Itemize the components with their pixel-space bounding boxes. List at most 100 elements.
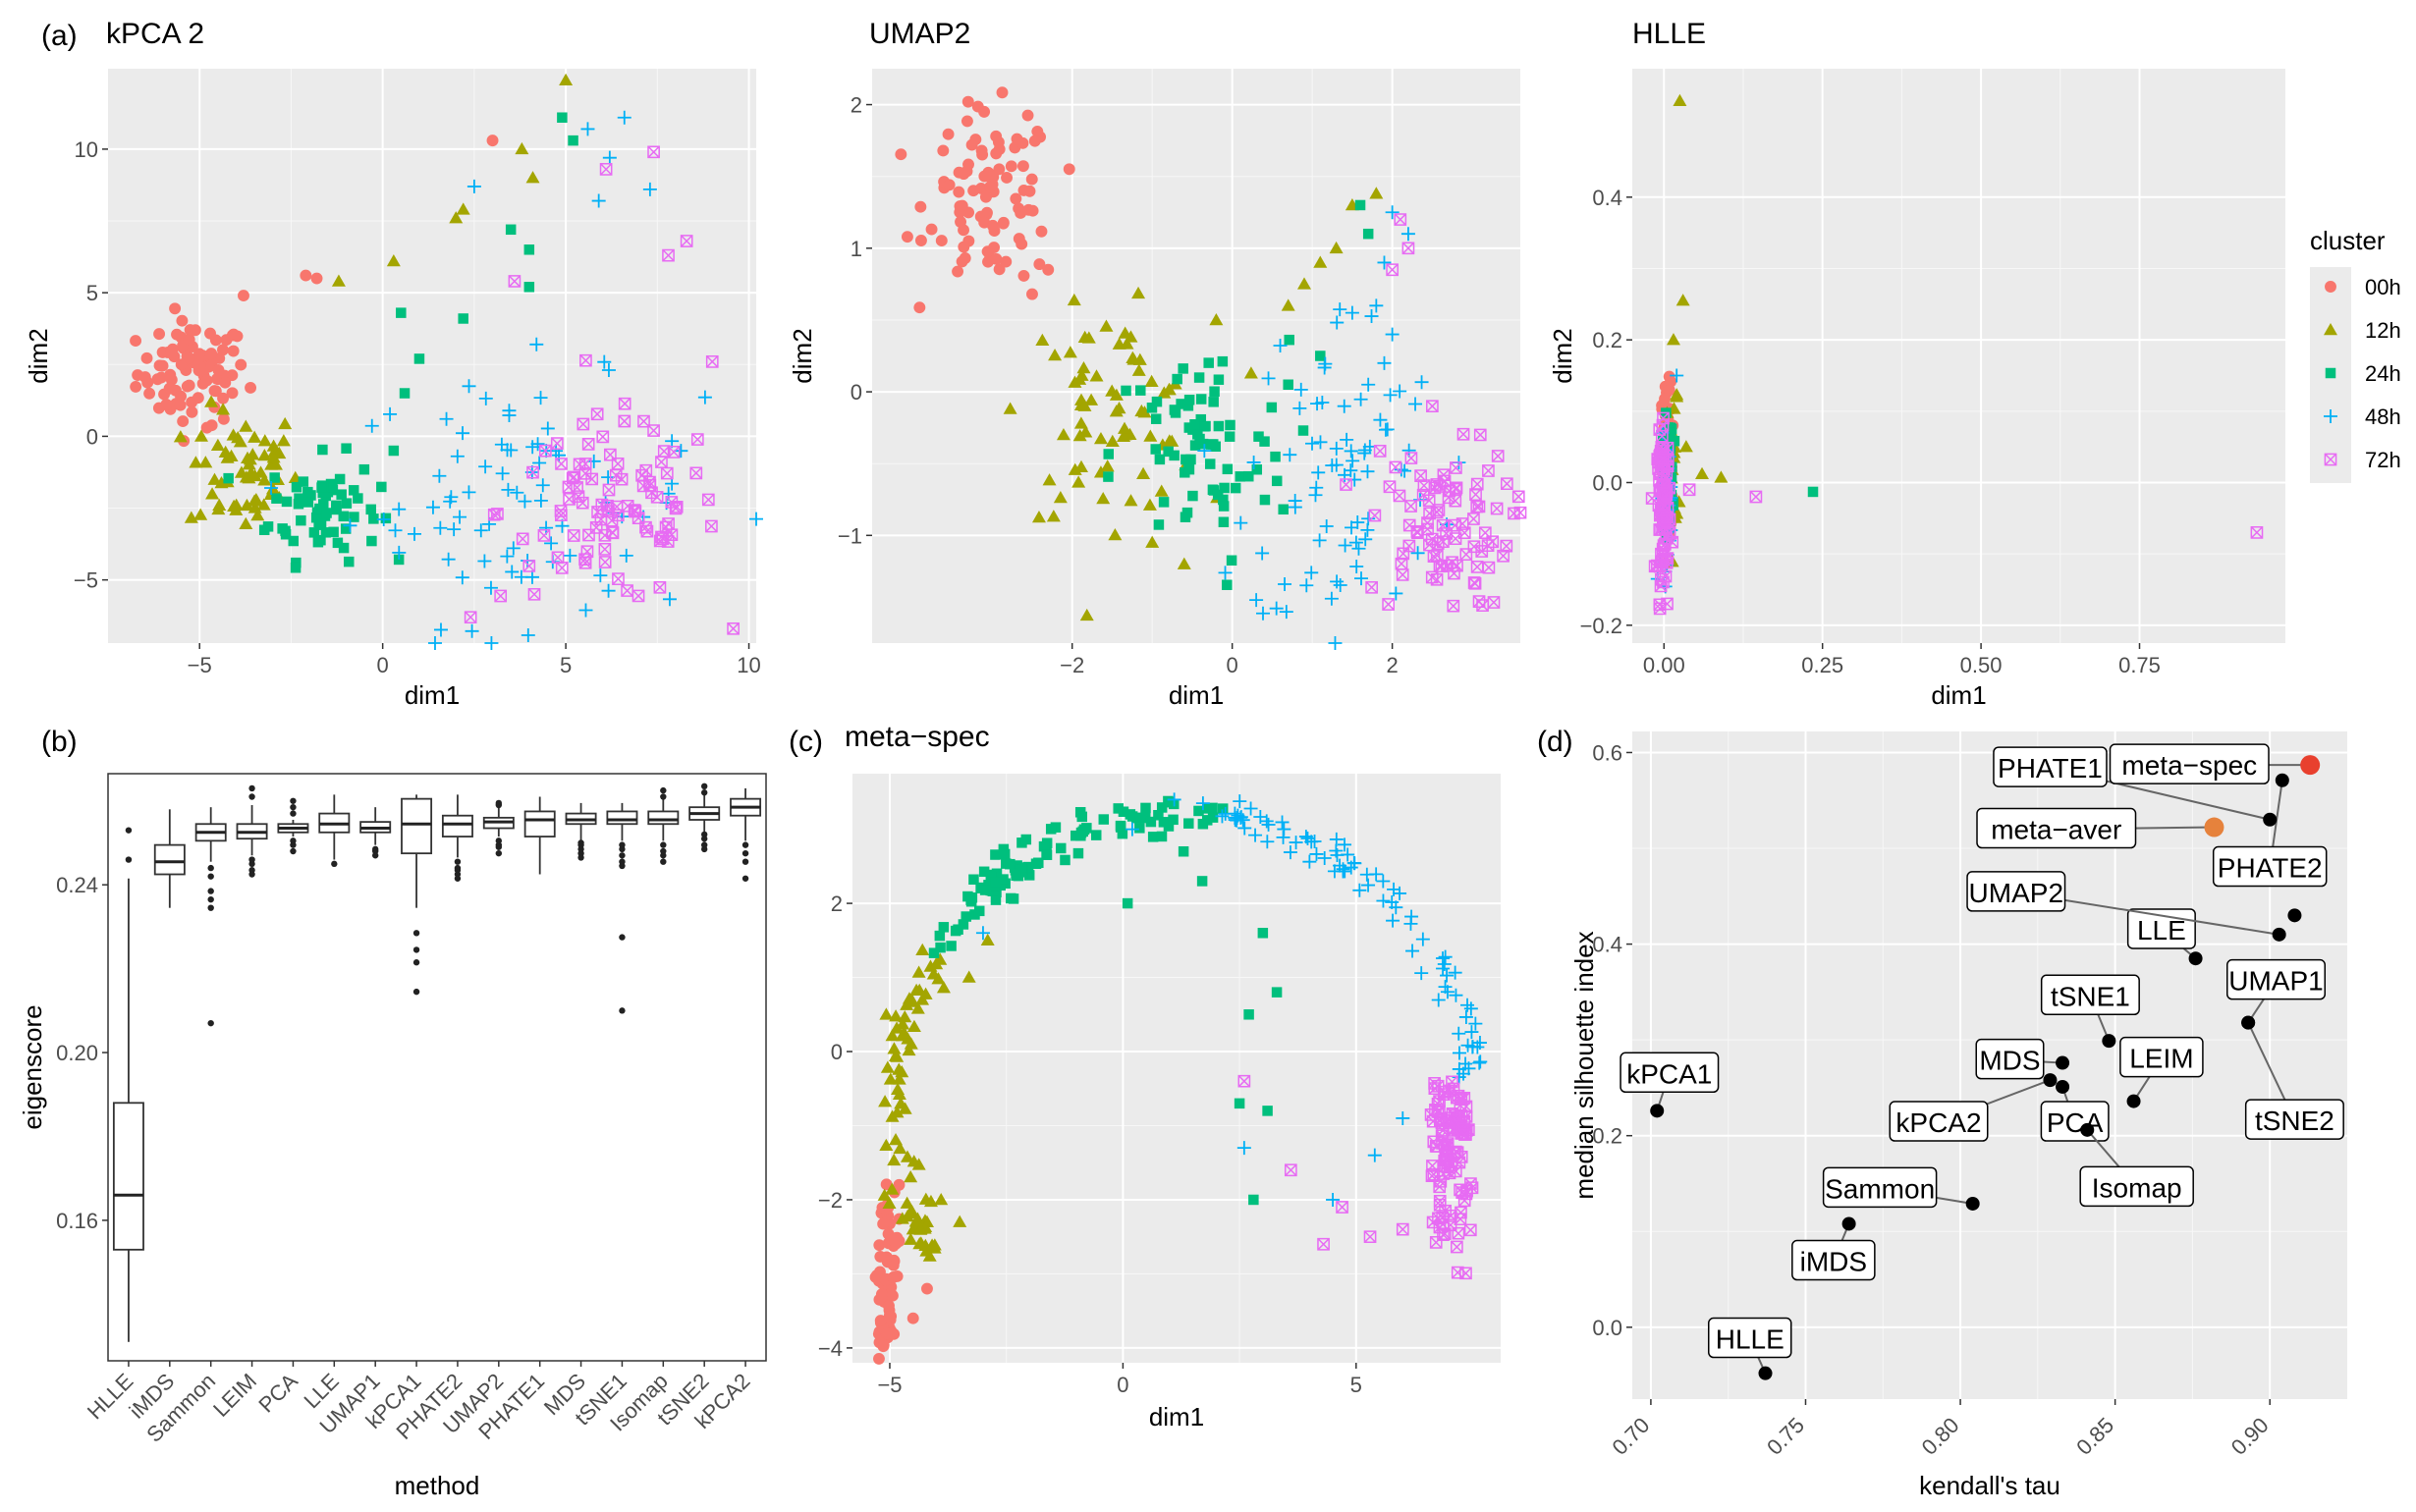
point-48h: [518, 494, 532, 509]
point-72h: [665, 496, 679, 509]
point-24h: [973, 905, 985, 917]
point-12h: [1714, 470, 1729, 483]
point-72h: [1433, 1195, 1447, 1208]
point-48h: [1367, 1148, 1382, 1162]
point-12h: [231, 431, 246, 444]
point-48h: [602, 150, 617, 165]
point-00h: [914, 235, 927, 246]
point-12h: [198, 456, 213, 468]
point-12h: [1073, 416, 1088, 429]
point-24h: [396, 307, 407, 318]
point-00h: [979, 190, 992, 203]
point-48h: [1404, 909, 1419, 924]
point-00h: [881, 1327, 894, 1340]
point-12h: [903, 1206, 917, 1218]
point-12h: [1124, 330, 1138, 343]
point-00h: [955, 216, 966, 228]
point-48h: [1234, 515, 1248, 530]
point-48h: [1329, 832, 1344, 846]
point-48h: [456, 426, 470, 441]
point-72h: [1654, 467, 1668, 481]
point-12h: [897, 1025, 911, 1039]
point-12h: [1109, 405, 1124, 417]
point-12h: [961, 970, 976, 983]
label-box-UMAP2: UMAP2: [1966, 871, 2066, 912]
point-72h: [551, 551, 565, 565]
point-kPCA2: [2043, 1073, 2058, 1088]
point-12h: [877, 1188, 892, 1201]
plot-hlle: −0.2 0.0 0.2 0.4 0.00 0.25 0.50 0.75 dim1 dim2: [1548, 69, 2285, 710]
y-tick-label: −4: [818, 1336, 843, 1361]
point-24h: [1168, 814, 1179, 826]
point-24h: [1217, 355, 1229, 367]
point-00h: [130, 335, 142, 348]
point-72h: [576, 496, 589, 510]
point-48h: [1440, 968, 1455, 983]
point-12h: [911, 965, 926, 978]
point-12h: [456, 202, 470, 215]
point-72h: [1467, 513, 1480, 525]
point-24h: [1203, 803, 1214, 814]
point-48h: [1309, 846, 1324, 861]
point-48h: [1452, 1046, 1466, 1060]
point-72h: [1456, 427, 1470, 441]
point-24h: [262, 521, 274, 532]
point-12h: [1072, 429, 1087, 442]
point-48h: [1670, 368, 1684, 383]
box-LEIM: [236, 784, 268, 878]
point-00h: [958, 168, 970, 181]
box-outlier: [290, 847, 297, 855]
point-48h: [1248, 828, 1263, 842]
point-72h: [1397, 547, 1410, 561]
point-12h: [220, 451, 235, 463]
y-tick-label: 2: [831, 891, 843, 916]
point-00h: [962, 158, 974, 171]
point-12h: [1063, 346, 1077, 358]
point-72h: [1368, 509, 1382, 522]
point-24h: [934, 930, 946, 942]
point-12h: [1099, 319, 1114, 332]
point-24h: [393, 554, 405, 566]
point-72h: [598, 543, 612, 556]
point-12h: [1131, 286, 1146, 299]
points: [895, 86, 1527, 650]
box-outlier: [412, 946, 420, 953]
point-48h: [535, 478, 550, 493]
point-12h: [214, 475, 229, 489]
label-frame: [2079, 1165, 2194, 1208]
point-00h: [982, 170, 994, 183]
x-tick-label: 0.80: [1917, 1413, 1964, 1460]
point-48h: [1319, 519, 1334, 534]
label-box-tSNE1: tSNE1: [2040, 974, 2140, 1016]
point-72h: [578, 556, 592, 569]
point-24h: [1125, 809, 1136, 820]
point-72h: [1436, 1137, 1449, 1150]
point-24h: [223, 472, 234, 484]
point-48h: [1243, 801, 1258, 816]
point-24h: [1222, 463, 1234, 475]
point-24h: [958, 919, 969, 930]
point-12h: [1096, 492, 1111, 505]
y-tick-label: 0.16: [56, 1209, 98, 1233]
x-tick-label: 5: [560, 653, 572, 677]
label-text: PCA: [2047, 1107, 2104, 1138]
box-body: [606, 810, 638, 826]
point-48h: [1358, 532, 1373, 547]
point-48h: [1383, 388, 1398, 403]
plot-background: [872, 69, 1520, 643]
point-00h: [192, 392, 204, 405]
box-outlier: [248, 871, 255, 878]
point-24h: [1222, 579, 1233, 590]
point-24h: [1183, 818, 1194, 829]
point-72h: [606, 525, 619, 539]
point-48h: [601, 470, 616, 485]
point-24h: [1045, 824, 1057, 835]
point-48h: [1376, 874, 1391, 889]
point-24h: [341, 443, 352, 454]
point-24h: [388, 445, 400, 457]
point-12h: [923, 1194, 938, 1208]
point-00h: [958, 241, 970, 253]
point-48h: [506, 541, 521, 556]
point-00h: [183, 379, 195, 392]
